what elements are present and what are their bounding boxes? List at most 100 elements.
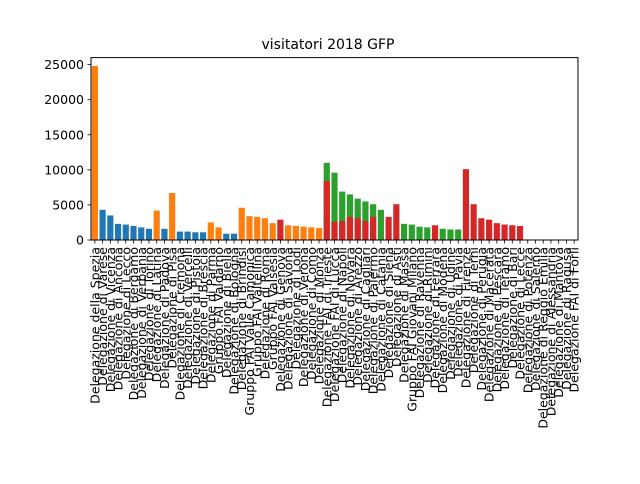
x-tick-label: Delegazione di Verbania (134, 247, 149, 399)
x-tick-label: Delegazione di Napoli (335, 247, 350, 383)
x-tick-label: Delegazione di Roma (257, 247, 272, 379)
x-tick-label: Delegazione di Terni (466, 247, 481, 373)
bar (455, 229, 462, 240)
x-tick-label: Delegazione di Novara (342, 247, 357, 389)
bar (207, 222, 214, 240)
bar-overlay (346, 216, 354, 240)
x-tick-label: Delegazione di Bari (505, 247, 520, 369)
x-tick-label: Delegazione di Torino (141, 247, 156, 381)
bar-overlay (362, 221, 369, 240)
bar (114, 223, 122, 240)
x-tick-label: Delegazione di Salerno (528, 247, 543, 391)
bar (315, 228, 323, 240)
bar (501, 224, 508, 240)
x-tick-label: Delegazione di Palermo (366, 247, 381, 394)
bar (238, 207, 245, 240)
bar (277, 219, 284, 240)
x-tick-label: Gruppo FAI Valle Camonica (242, 247, 257, 415)
x-tick-label: Delegazione di Pescara (489, 247, 504, 392)
bar (200, 232, 207, 240)
bar-overlay (323, 181, 330, 240)
bar (339, 191, 346, 240)
x-tick-label: Delegazione di Pavia (451, 247, 466, 377)
y-tick-label: 25000 (44, 57, 84, 72)
bar (462, 169, 469, 240)
x-tick-label: Delegazione di Como (304, 247, 319, 380)
x-tick-label: Delegazione di Latina (149, 247, 164, 382)
bar (161, 228, 168, 240)
bar (91, 66, 98, 241)
bar (138, 227, 145, 240)
x-tick-label: Delegazione di Parma (203, 247, 218, 383)
bar (184, 231, 191, 240)
bar-overlay (331, 221, 338, 240)
x-tick-label: Delegazione di Mantova (551, 247, 566, 398)
x-tick-label: Delegazione FAI di Trieste (319, 247, 334, 407)
bar (362, 201, 369, 240)
plot-frame (90, 57, 579, 241)
bar (493, 223, 500, 240)
x-tick-label: Delegazione di Udine (443, 247, 458, 380)
bar (122, 224, 129, 240)
bar-overlay (370, 216, 377, 240)
x-tick-label: Delegazione di Biella (219, 247, 234, 378)
x-tick-label: Delegazione FAI di Lucca (327, 247, 342, 402)
x-tick-label: Delegazione di Vicenza (103, 247, 118, 392)
x-tick-label: Gruppo FAI Valtellina (250, 247, 265, 377)
x-tick-label: Delegazione di Ancona (111, 247, 126, 390)
x-tick-label: Delegazione di Ferrara (427, 247, 442, 388)
x-tick-label: Delegazione di Varese (95, 247, 110, 386)
bar (439, 228, 446, 240)
x-tick-label: Delegazione di Massa (397, 247, 412, 383)
x-tick-label: Gruppo FAI Valsesia (265, 247, 280, 370)
bar (516, 225, 524, 240)
x-tick-label: Delegazione di Potenza (520, 247, 535, 393)
bar (107, 215, 114, 240)
bar (292, 225, 299, 240)
bar (308, 227, 315, 240)
x-tick-label: Delegazione di Pistoia (188, 247, 203, 385)
bar (416, 226, 423, 240)
bar (145, 228, 153, 240)
x-tick-label: Delegazione di Verona (296, 247, 311, 387)
bar (509, 225, 516, 240)
x-tick-label: Delegazione di Monza (312, 247, 327, 384)
y-tick-label: 0 (76, 233, 84, 248)
bar (478, 218, 485, 240)
x-tick-label: Delegazione di Lodi (288, 247, 303, 370)
x-tick-label: Delegazione di Asti (389, 247, 404, 367)
x-tick-label: Delegazione di Arezzo (350, 247, 365, 386)
x-tick-label: Delegazione della Spezia (87, 247, 102, 404)
x-tick-label: Delegazione di Genova (273, 247, 288, 392)
bar (408, 224, 415, 240)
x-tick-label: Delegazione di Savona (281, 247, 296, 390)
bar (431, 225, 439, 240)
chart-title: visitatori 2018 GFP (262, 37, 395, 53)
bar (254, 216, 261, 240)
x-tick-label: Delegazione di Lecce (513, 247, 528, 380)
x-tick-label: Delegazione di Ragusa (559, 247, 574, 390)
x-tick-label: Delegazione di Vercelli (180, 247, 195, 389)
bar (377, 209, 384, 240)
x-tick-label: Delegazione di Bergamo (126, 247, 141, 400)
bar-overlay (339, 221, 346, 240)
x-tick-label: Delegazione di Cagliari (358, 247, 373, 391)
x-tick-label: Delegazione di Modena (435, 247, 450, 393)
y-tick-label: 10000 (44, 162, 84, 177)
bar (99, 209, 106, 240)
bar (246, 216, 253, 240)
bar (285, 225, 292, 240)
bar (215, 227, 222, 240)
x-tick-label: Delegazione di Rimini (420, 247, 435, 383)
bar-overlay (354, 218, 361, 240)
bar (331, 172, 338, 240)
y-tick-label: 15000 (44, 127, 84, 142)
x-tick-label: Delegazione di Bologna (227, 247, 242, 395)
bar (385, 216, 392, 240)
bar (269, 223, 276, 240)
x-tick-label: Delegazione di Siena (381, 247, 396, 378)
x-tick-label: Delegazione di Teramo (497, 247, 512, 390)
bar (192, 232, 199, 240)
x-tick-label: Delegazione di Alessandria (543, 247, 558, 416)
